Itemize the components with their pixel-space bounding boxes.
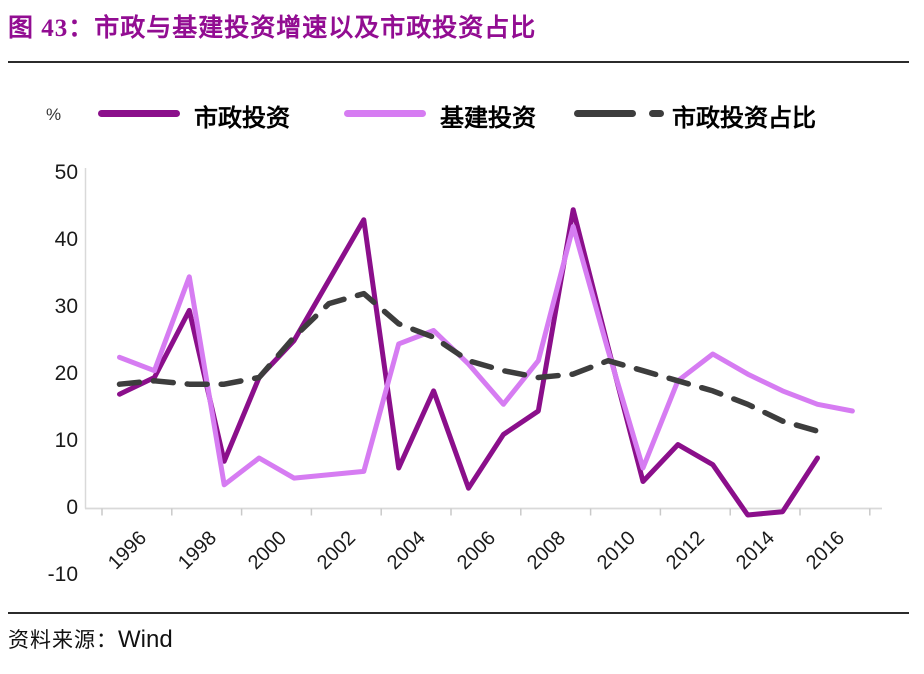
legend-swatch-dashed [574,110,664,117]
series-line-市政投资 [117,207,820,518]
y-axis-label-40: 40 [54,227,78,251]
y-axis-label-0: 0 [66,496,78,520]
legend-dash-short [649,110,664,117]
legend-swatch-市政投资 [98,110,180,117]
series-line-基建投资 [117,224,855,488]
legend-label-市政投资: 市政投资 [194,106,290,132]
y-axis-label--10: -10 [47,563,78,587]
y-axis-label-20: 20 [54,362,78,386]
series-lines [116,207,855,518]
title-divider [8,61,909,63]
figure-title: 图 43：市政与基建投资增速以及市政投资占比 [8,15,537,42]
legend-label-基建投资: 基建投资 [440,106,536,132]
legend-label-市政投资占比: 市政投资占比 [672,106,816,132]
legend-swatch-基建投资 [344,110,426,117]
y-axis-label-50: 50 [54,160,78,184]
y-axis-label-10: 10 [54,429,78,453]
source-note: 资料来源：Wind [8,624,173,654]
x-axis-ticks [101,508,871,516]
legend-dash-long [574,110,636,117]
source-name: Wind [118,626,173,653]
y-axis-label-30: 30 [54,295,78,318]
series-line-市政投资占比 [116,290,821,434]
y-axis-unit-label: % [46,105,62,124]
source-divider [8,612,909,614]
source-prefix: 资料来源： [8,628,118,652]
